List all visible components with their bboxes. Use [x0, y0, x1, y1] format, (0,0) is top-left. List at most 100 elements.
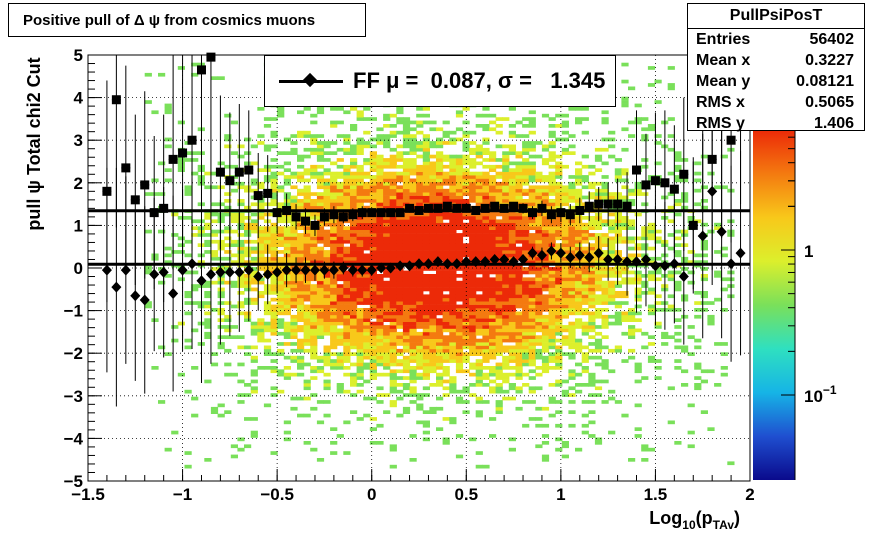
- density-cell: [442, 352, 450, 356]
- density-cell: [541, 216, 550, 220]
- density-cell: [244, 297, 252, 302]
- density-cell: [369, 335, 377, 339]
- density-cell: [389, 226, 397, 230]
- density-cell: [515, 321, 523, 326]
- density-cell: [171, 233, 179, 237]
- density-cell: [303, 260, 311, 264]
- density-cell: [528, 291, 536, 295]
- density-cell: [376, 352, 384, 356]
- density-cell: [290, 277, 298, 282]
- density-cell: [641, 127, 649, 132]
- density-cell: [535, 192, 543, 196]
- density-cell: [714, 222, 722, 227]
- density-cell: [508, 304, 516, 309]
- density-cell: [350, 294, 358, 299]
- density-cell: [369, 192, 377, 196]
- density-cell: [422, 219, 430, 224]
- density-cell: [416, 171, 424, 176]
- density-cell: [250, 212, 258, 217]
- density-cell: [343, 175, 351, 179]
- diamond-point: [328, 264, 339, 276]
- density-cell: [667, 66, 675, 70]
- density-cell: [568, 386, 576, 391]
- density-cell: [383, 335, 391, 339]
- density-cell: [449, 338, 457, 343]
- density-cell: [581, 260, 589, 264]
- x-axis-label: Log10(pTAv): [649, 508, 740, 532]
- density-cell: [548, 274, 556, 278]
- density-cell: [283, 216, 291, 220]
- density-cell: [548, 366, 556, 370]
- density-cell: [628, 331, 636, 336]
- density-cell: [376, 222, 384, 227]
- density-cell: [502, 277, 510, 282]
- density-cell: [356, 338, 364, 343]
- density-cell: [469, 348, 477, 353]
- density-cell: [462, 352, 470, 356]
- density-cell: [475, 321, 483, 326]
- density-cell: [588, 274, 596, 278]
- density-cell: [350, 383, 358, 387]
- density-cell: [330, 325, 338, 329]
- density-cell: [369, 308, 377, 312]
- density-cell: [277, 287, 285, 292]
- density-cell: [383, 171, 391, 176]
- density-cell: [482, 171, 490, 176]
- density-cell: [396, 338, 404, 343]
- density-cell: [628, 256, 636, 261]
- density-cell: [363, 325, 371, 329]
- density-cell: [402, 362, 411, 367]
- density-cell: [515, 301, 523, 305]
- density-cell: [442, 120, 450, 125]
- density-cell: [330, 345, 338, 350]
- density-cell: [495, 318, 503, 322]
- density-cell: [707, 171, 715, 176]
- density-cell: [594, 158, 603, 162]
- density-cell: [297, 297, 305, 302]
- density-cell: [383, 164, 391, 169]
- density-cell: [455, 314, 464, 319]
- density-cell: [455, 239, 464, 244]
- density-cell: [383, 274, 391, 278]
- density-cell: [462, 222, 470, 227]
- density-cell: [508, 161, 516, 166]
- density-cell: [389, 325, 397, 329]
- density-cell: [402, 233, 411, 237]
- density-cell: [369, 219, 377, 224]
- density-cell: [548, 199, 556, 203]
- density-cell: [383, 410, 391, 414]
- density-cell: [350, 311, 358, 316]
- density-cell: [244, 205, 252, 210]
- density-cell: [581, 297, 589, 302]
- density-cell: [383, 287, 391, 292]
- density-cell: [363, 335, 371, 339]
- density-cell: [482, 267, 490, 271]
- density-cell: [436, 151, 444, 155]
- density-cell: [449, 260, 457, 264]
- density-cell: [409, 195, 417, 200]
- density-cell: [575, 199, 583, 203]
- density-cell: [343, 205, 351, 210]
- density-cell: [535, 311, 543, 316]
- density-cell: [561, 335, 569, 339]
- density-cell: [442, 154, 450, 159]
- density-cell: [522, 383, 530, 387]
- density-cell: [495, 280, 503, 285]
- density-cell: [297, 236, 305, 241]
- density-cell: [482, 147, 490, 152]
- density-cell: [429, 171, 437, 176]
- density-cell: [250, 331, 258, 336]
- density-cell: [548, 318, 556, 322]
- density-cell: [528, 376, 536, 380]
- density-cell: [263, 308, 272, 312]
- density-cell: [429, 301, 437, 305]
- density-cell: [489, 301, 497, 305]
- density-cell: [422, 423, 430, 428]
- density-cell: [191, 171, 199, 176]
- density-cell: [482, 164, 490, 169]
- density-cell: [303, 284, 311, 288]
- density-cell: [489, 270, 497, 275]
- density-cell: [303, 379, 311, 384]
- density-cell: [429, 260, 437, 264]
- density-cell: [515, 338, 523, 343]
